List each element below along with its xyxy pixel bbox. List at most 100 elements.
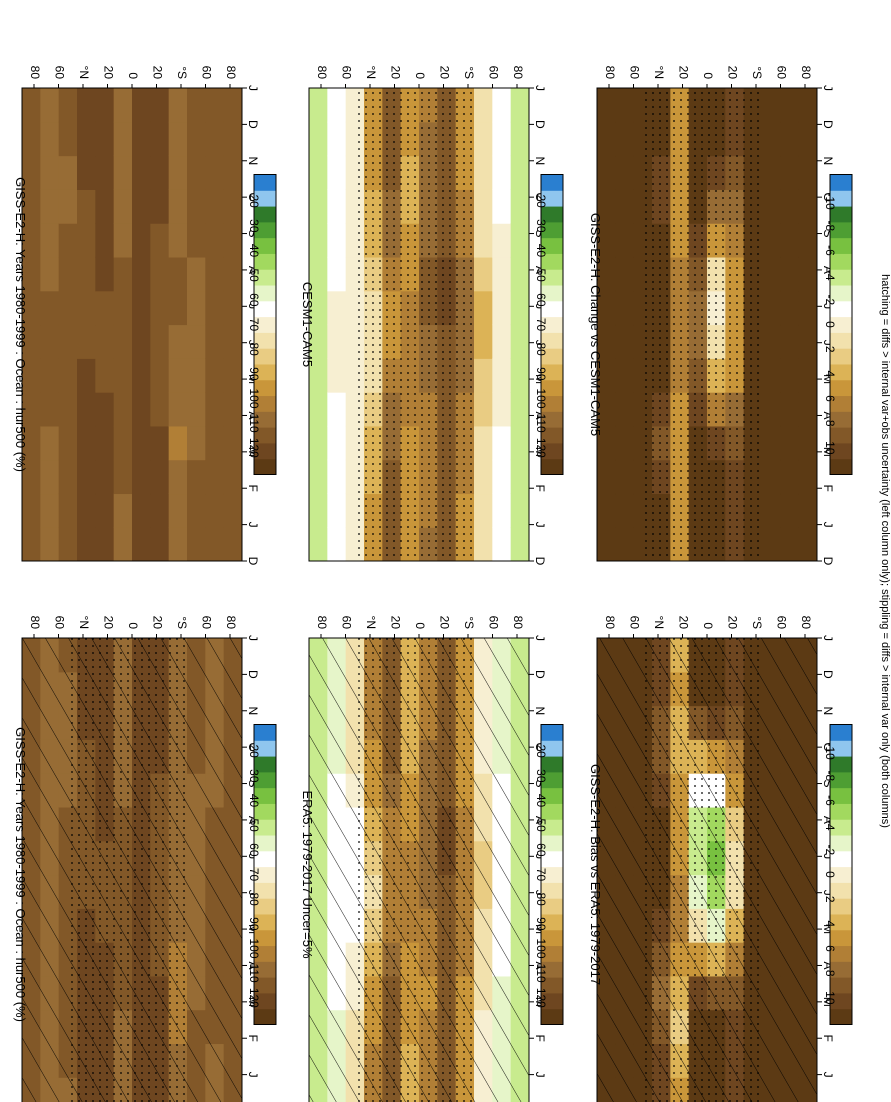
x-tick-label: M (533, 924, 547, 934)
heatmap-cell (22, 493, 41, 528)
heatmap-cell (77, 88, 96, 123)
heatmap-cell (309, 290, 328, 326)
colorbar-swatch (254, 803, 276, 820)
colorbar-swatch (541, 316, 563, 333)
heatmap-cell (492, 88, 512, 123)
colorbar-frame (829, 174, 853, 475)
colorbar-swatch (541, 835, 563, 852)
heatmap-cell (780, 527, 800, 561)
heatmap-cell (77, 290, 96, 326)
y-tick-label: 60 (486, 616, 500, 630)
heatmap-cell (309, 358, 328, 393)
x-tick-label: S (246, 230, 260, 238)
x-tick-label: N (821, 706, 835, 715)
heatmap-cells (22, 88, 242, 561)
heatmap-cell (150, 527, 170, 561)
heatmap-cell (205, 121, 225, 157)
colorbar-swatch (254, 363, 276, 381)
x-tick-label: O (533, 742, 547, 751)
heatmap-cell (510, 189, 529, 224)
colorbar-label: 20 (247, 194, 261, 208)
heatmap-cell (187, 459, 206, 495)
x-tick-label: J (533, 890, 547, 896)
colorbar-swatch (254, 961, 276, 978)
heatmap-cell (474, 527, 493, 561)
heatmap-cell (798, 459, 817, 495)
heatmap-cells (597, 88, 817, 561)
colorbar-label: 60 (247, 843, 261, 857)
colorbar-label: 100 (534, 388, 548, 408)
heatmap-cell (22, 256, 41, 292)
colorbar-label: 100 (247, 938, 261, 958)
stippling-overlay (641, 88, 762, 561)
heatmap-cell (597, 290, 616, 326)
heatmap-cell (762, 223, 781, 258)
y-tick-label: 20 (150, 616, 164, 630)
heatmap-cell (223, 493, 242, 528)
y-tick-label: °N (652, 66, 666, 79)
y-tick-label: °S (175, 616, 189, 629)
y-tick-label: 20 (101, 616, 115, 630)
y-tick-label: 0 (701, 72, 715, 79)
heatmap-cell (150, 392, 170, 427)
colorbar-swatch (541, 850, 563, 868)
heatmap-cell (510, 425, 529, 461)
x-tick-label: A (246, 266, 260, 274)
x-tick-label: J (533, 85, 547, 91)
colorbar-label: 120 (247, 438, 261, 458)
heatmap-cell (798, 493, 817, 528)
heatmap-cell (168, 493, 188, 528)
x-tick-label: A (821, 961, 835, 969)
heatmap-cell (187, 358, 206, 393)
heatmap-cell (615, 155, 635, 190)
colorbar-swatch (541, 977, 563, 994)
colorbar-label: -10 (823, 742, 837, 760)
heatmap-cell (597, 155, 616, 190)
x-tick-label: D (821, 557, 835, 566)
heatmap-cell (762, 155, 781, 190)
stippling-overlay (66, 638, 187, 1102)
heatmap-cell (168, 155, 188, 190)
heatmap-cell (205, 493, 225, 528)
heatmap-cell (597, 223, 616, 258)
heatmap-cell (798, 392, 817, 427)
heatmap-cell (132, 425, 151, 461)
heatmap-cell (327, 425, 347, 461)
heatmap-cell (327, 493, 347, 528)
x-tick-label: A (533, 816, 547, 824)
colorbar-label: 50 (534, 818, 548, 832)
heatmap-cell (615, 88, 635, 123)
heatmap-cell (762, 493, 781, 528)
y-tick-label: 80 (511, 616, 525, 630)
y-tick-label: 0 (413, 72, 427, 79)
colorbar-label: 90 (534, 367, 548, 381)
x-tick-label: J (246, 522, 260, 528)
colorbar-swatch (254, 458, 276, 475)
heatmap-cell (309, 392, 328, 427)
heatmap-cell (492, 425, 512, 461)
x-tick-label: S (821, 780, 835, 788)
heatmap-cell (187, 121, 206, 157)
heatmap-cell (40, 459, 60, 495)
y-tick-label: 20 (437, 66, 451, 80)
heatmap-cell (150, 290, 170, 326)
heatmap-cell (168, 392, 188, 427)
colorbar-swatch (541, 348, 563, 365)
heatmap-panel-3: ERA5: 1979-2017 Uncer=5%DJFMAMJJASONDJ80… (300, 616, 564, 1102)
heatmap-cell (798, 527, 817, 561)
heatmap-cell (780, 223, 800, 258)
colorbar-swatch (830, 866, 852, 883)
heatmap-cell (187, 324, 206, 359)
heatmap-cell (327, 256, 347, 292)
heatmap-cell (95, 324, 115, 359)
heatmap-cell (327, 459, 347, 495)
heatmap-cell (77, 392, 96, 427)
colorbar-swatch (830, 206, 852, 223)
heatmap-cell (510, 155, 529, 190)
x-tick-label: J (821, 85, 835, 91)
heatmap-cell (510, 121, 529, 157)
heatmap-cell (40, 223, 60, 258)
heatmap-cell (95, 121, 115, 157)
y-tick-label: 80 (224, 616, 238, 630)
colorbar-swatch (254, 819, 276, 836)
